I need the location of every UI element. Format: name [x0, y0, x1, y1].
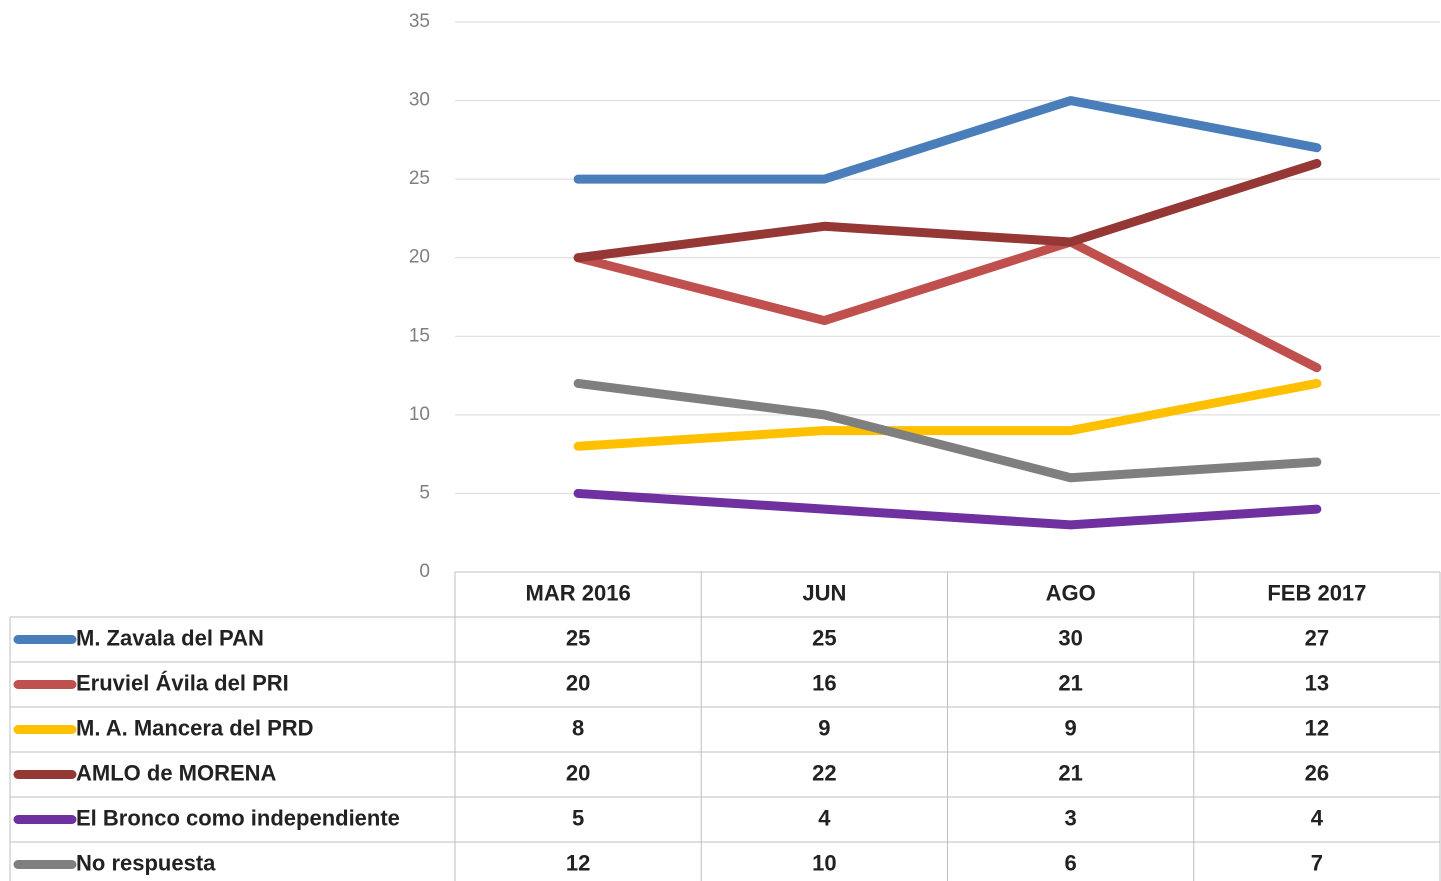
- table-value: 12: [566, 850, 590, 875]
- series-line: [573, 237, 1322, 373]
- y-tick-label: 30: [409, 90, 430, 111]
- table-value: 27: [1305, 625, 1329, 650]
- table-value: 10: [812, 850, 836, 875]
- y-tick-label: 25: [409, 168, 430, 189]
- table-value: 13: [1305, 670, 1329, 695]
- legend-label: No respuesta: [76, 850, 216, 875]
- y-tick-label: 15: [409, 325, 430, 346]
- table-value: 12: [1305, 715, 1329, 740]
- x-tick-label: JUN: [802, 580, 846, 605]
- series-line: [573, 488, 1322, 530]
- legend-label: M. A. Mancera del PRD: [76, 715, 314, 740]
- table-value: 4: [818, 805, 831, 830]
- table-value: 21: [1058, 670, 1082, 695]
- table-value: 30: [1058, 625, 1082, 650]
- legend-label: M. Zavala del PAN: [76, 625, 264, 650]
- table-value: 8: [572, 715, 584, 740]
- table-value: 22: [812, 760, 836, 785]
- y-tick-label: 5: [419, 482, 430, 503]
- table-value: 20: [566, 670, 590, 695]
- x-tick-label: FEB 2017: [1267, 580, 1366, 605]
- table-value: 3: [1065, 805, 1077, 830]
- legend-label: AMLO de MORENA: [76, 760, 277, 785]
- table-value: 26: [1305, 760, 1329, 785]
- table-value: 7: [1311, 850, 1323, 875]
- x-tick-label: AGO: [1046, 580, 1096, 605]
- y-tick-label: 0: [419, 561, 430, 582]
- legend-label: Eruviel Ávila del PRI: [76, 670, 289, 695]
- table-value: 4: [1311, 805, 1324, 830]
- x-tick-label: MAR 2016: [526, 580, 631, 605]
- series-line: [573, 378, 1322, 451]
- table-value: 9: [818, 715, 830, 740]
- legend-label: El Bronco como independiente: [76, 805, 400, 830]
- y-tick-label: 20: [409, 247, 430, 268]
- series-line: [573, 378, 1322, 483]
- table-value: 25: [566, 625, 590, 650]
- table-value: 16: [812, 670, 836, 695]
- table-value: 9: [1065, 715, 1077, 740]
- y-tick-label: 35: [409, 11, 430, 32]
- table-value: 20: [566, 760, 590, 785]
- table-value: 6: [1065, 850, 1077, 875]
- series-line: [573, 158, 1322, 263]
- table-value: 25: [812, 625, 836, 650]
- y-tick-label: 10: [409, 404, 430, 425]
- table-value: 5: [572, 805, 584, 830]
- table-value: 21: [1058, 760, 1082, 785]
- series-line: [573, 96, 1322, 184]
